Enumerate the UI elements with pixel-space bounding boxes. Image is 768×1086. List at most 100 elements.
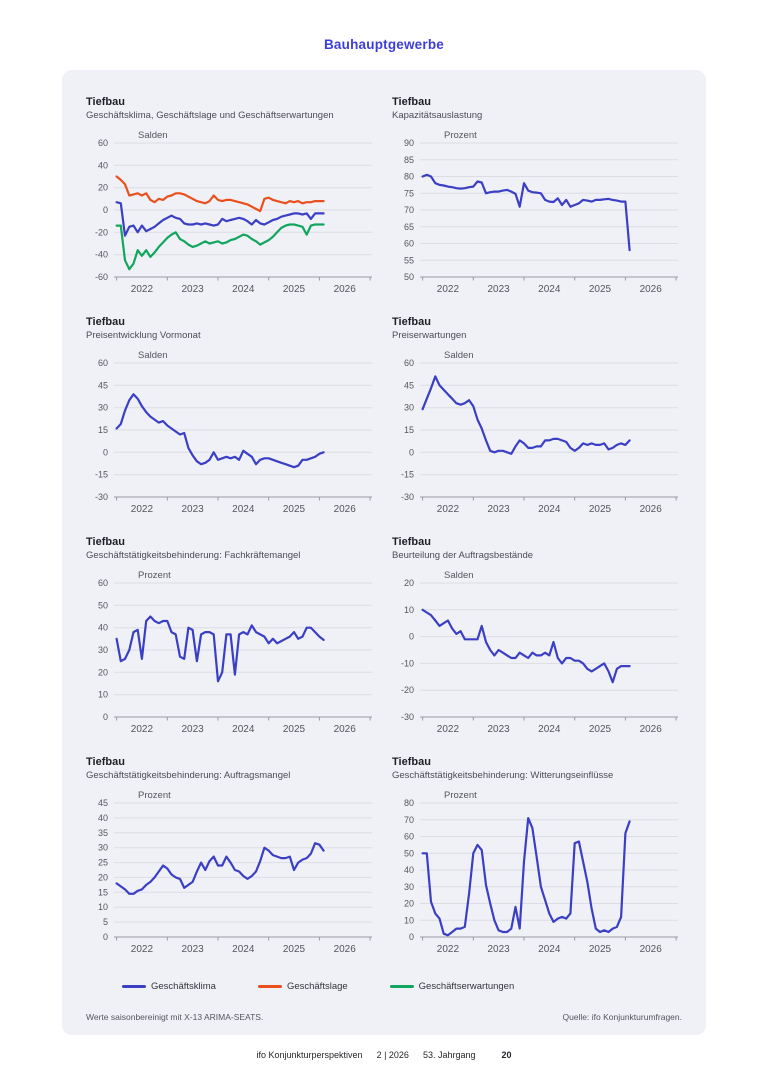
- svg-text:2022: 2022: [437, 284, 460, 295]
- svg-text:2024: 2024: [538, 504, 561, 515]
- orange-line-swatch-icon: [257, 985, 282, 988]
- footnote-source: Quelle: ifo Konjunkturumfragen.: [562, 1012, 682, 1022]
- svg-text:-40: -40: [95, 250, 108, 260]
- footer-page-number: 20: [501, 1050, 512, 1060]
- chart-title: Tiefbau: [392, 96, 431, 108]
- svg-text:60: 60: [404, 239, 414, 249]
- chart-subtitle: Preiserwartungen: [392, 330, 467, 341]
- charts-card: Tiefbau Geschäftsklima, Geschäftslage un…: [62, 70, 706, 1035]
- chart-block-fachkraeftemangel: Tiefbau Geschäftstätigkeitsbehinderung: …: [86, 536, 376, 739]
- svg-text:35: 35: [98, 828, 108, 838]
- svg-text:75: 75: [404, 188, 414, 198]
- svg-text:-30: -30: [95, 492, 108, 502]
- svg-text:0: 0: [409, 447, 414, 457]
- svg-text:15: 15: [98, 425, 108, 435]
- svg-text:Salden: Salden: [138, 350, 168, 361]
- svg-text:20: 20: [98, 183, 108, 193]
- chart-subtitle: Preisentwicklung Vormonat: [86, 330, 201, 341]
- legend-label: Geschäftsklima: [151, 981, 216, 992]
- svg-text:-20: -20: [95, 227, 108, 237]
- svg-text:2025: 2025: [589, 504, 612, 515]
- svg-text:40: 40: [98, 160, 108, 170]
- footer-publication: ifo Konjunkturperspektiven: [256, 1050, 363, 1060]
- svg-text:2024: 2024: [232, 944, 255, 955]
- svg-text:2023: 2023: [181, 944, 204, 955]
- line-chart-witterungseinfluesse: 80 70 60 50 40 30 20 10 0 Prozent 2022 2023 2024 2025…: [404, 790, 678, 955]
- svg-text:45: 45: [404, 380, 414, 390]
- svg-text:65: 65: [404, 222, 414, 232]
- footer-volume: 53. Jahrgang: [422, 1050, 476, 1060]
- chart-block-witterungseinfluesse: Tiefbau Geschäftstätigkeitsbehinderung: …: [392, 756, 682, 959]
- svg-text:Salden: Salden: [444, 350, 474, 361]
- legend: Geschäftsklima Geschäftslage Geschäftser…: [122, 981, 682, 992]
- green-line-swatch-icon: [389, 985, 414, 988]
- chart-subtitle: Beurteilung der Auftragsbestände: [392, 550, 534, 561]
- line-chart-fachkraeftemangel: 60 50 40 30 20 10 0 Prozent 2022 2023 2024 2025 2026: [98, 570, 372, 735]
- chart-block-auftragsbestaende: Tiefbau Beurteilung der Auftragsbestände…: [392, 536, 682, 739]
- svg-text:30: 30: [98, 843, 108, 853]
- svg-text:45: 45: [98, 798, 108, 808]
- svg-text:2022: 2022: [437, 504, 460, 515]
- chart-title: Tiefbau: [392, 316, 431, 328]
- svg-text:10: 10: [98, 690, 108, 700]
- svg-text:60: 60: [404, 358, 414, 368]
- footnotes: Werte saisonbereinigt mit X-13 ARIMA-SEA…: [86, 1012, 682, 1022]
- chart-title: Tiefbau: [392, 756, 431, 768]
- chart-title: Tiefbau: [392, 536, 431, 548]
- svg-text:2022: 2022: [131, 944, 154, 955]
- svg-text:Prozent: Prozent: [138, 790, 171, 801]
- chart-block-kapazitaetsauslastung: Tiefbau Kapazitätsauslastung 90 85 80 75 70 6…: [392, 96, 682, 299]
- svg-text:Salden: Salden: [444, 570, 474, 581]
- line-chart-preisentwicklung: 60 45 30 15 0 -15 -30 Salden 2022 2023 2024 2025 202…: [95, 350, 372, 515]
- svg-text:30: 30: [404, 403, 414, 413]
- svg-text:10: 10: [404, 605, 414, 615]
- chart-title: Tiefbau: [86, 316, 125, 328]
- svg-text:50: 50: [404, 272, 414, 282]
- svg-text:Prozent: Prozent: [444, 130, 477, 141]
- svg-text:0: 0: [409, 932, 414, 942]
- line-chart-auftragsbestaende: 20 10 0 -10 -20 -30 Salden 2022 2023 2024 2025 2026: [401, 570, 678, 735]
- svg-text:60: 60: [98, 578, 108, 588]
- svg-text:2024: 2024: [538, 724, 561, 735]
- chart-subtitle: Geschäftsklima, Geschäftslage und Geschä…: [86, 110, 334, 121]
- svg-text:Prozent: Prozent: [444, 790, 477, 801]
- svg-text:2022: 2022: [437, 944, 460, 955]
- svg-text:Prozent: Prozent: [138, 570, 171, 581]
- svg-text:85: 85: [404, 155, 414, 165]
- footer-issue: 2 | 2026: [376, 1050, 409, 1060]
- charts-grid: Tiefbau Geschäftsklima, Geschäftslage un…: [86, 96, 682, 959]
- svg-text:2025: 2025: [589, 284, 612, 295]
- chart-subtitle: Kapazitätsauslastung: [392, 110, 483, 121]
- chart-title: Tiefbau: [86, 96, 125, 108]
- legend-label: Geschäftslage: [286, 981, 348, 992]
- svg-text:-30: -30: [401, 492, 414, 502]
- svg-text:15: 15: [98, 887, 108, 897]
- legend-label: Geschäftserwartungen: [418, 981, 515, 992]
- line-chart-preiserwartungen: 60 45 30 15 0 -15 -30 Salden 2022 2023 2024 2025 202…: [401, 350, 678, 515]
- svg-text:2023: 2023: [181, 504, 204, 515]
- svg-text:2022: 2022: [131, 724, 154, 735]
- svg-text:-60: -60: [95, 272, 108, 282]
- chart-title: Tiefbau: [86, 536, 125, 548]
- svg-text:80: 80: [404, 798, 414, 808]
- svg-text:60: 60: [98, 358, 108, 368]
- svg-text:2024: 2024: [538, 284, 561, 295]
- chart-block-geschaeftsklima: Tiefbau Geschäftsklima, Geschäftslage un…: [86, 96, 376, 299]
- legend-item-geschaeftserwartungen: Geschäftserwartungen: [389, 981, 515, 992]
- svg-text:2023: 2023: [181, 284, 204, 295]
- svg-text:0: 0: [103, 205, 108, 215]
- svg-text:20: 20: [98, 872, 108, 882]
- svg-text:10: 10: [98, 902, 108, 912]
- svg-text:2025: 2025: [283, 284, 306, 295]
- line-chart-kapazitaetsauslastung: 90 85 80 75 70 65 60 55 50 Prozent 2022 2023 2024 202…: [404, 130, 678, 295]
- svg-text:25: 25: [98, 858, 108, 868]
- svg-text:2026: 2026: [640, 504, 663, 515]
- svg-text:2026: 2026: [334, 284, 357, 295]
- svg-text:5: 5: [103, 917, 108, 927]
- page-footer: ifo Konjunkturperspektiven 2 | 2026 53. Ja…: [0, 1050, 768, 1060]
- svg-text:2026: 2026: [640, 284, 663, 295]
- svg-text:2026: 2026: [640, 944, 663, 955]
- svg-text:2026: 2026: [334, 944, 357, 955]
- svg-text:-15: -15: [95, 470, 108, 480]
- svg-text:2022: 2022: [437, 724, 460, 735]
